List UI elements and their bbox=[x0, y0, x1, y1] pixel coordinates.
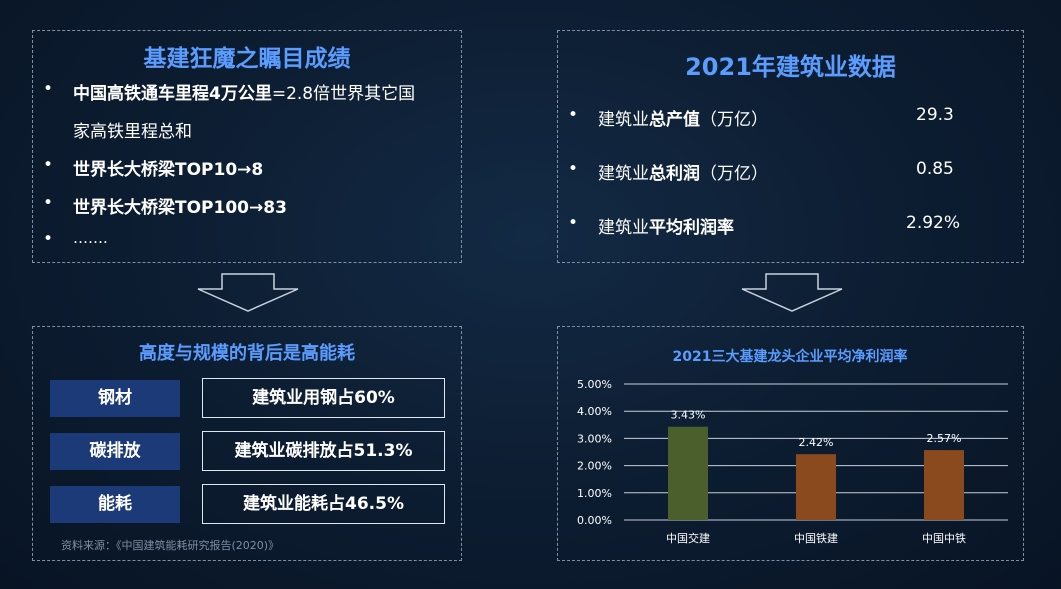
source-note: 资料来源：《中国建筑能耗研究报告(2020)》 bbox=[61, 539, 280, 552]
item-text: ……. bbox=[73, 229, 108, 247]
row-bold: 平均利润率 bbox=[649, 218, 734, 238]
row-suffix: （万亿） bbox=[700, 110, 768, 130]
value-steel: 建筑业用钢占60% bbox=[202, 378, 445, 418]
achievements-panel: 基建狂魔之瞩目成绩 • 中国高铁通车里程4万公里=2.8倍世界其它国 家高铁里程… bbox=[32, 30, 462, 263]
down-arrow-icon bbox=[741, 273, 843, 312]
chart-panel: 2021三大基建龙头企业平均净利润率 0.00% 1.00% 2.00% 3.00% 4… bbox=[557, 326, 1024, 561]
item-bold: 世界长大桥梁TOP10→8 bbox=[73, 160, 264, 180]
bar bbox=[924, 450, 964, 520]
achievements-title: 基建狂魔之瞩目成绩 bbox=[143, 46, 351, 72]
row-value: 29.3 bbox=[916, 105, 954, 125]
chart-x-axis: 中国交建 中国铁建 中国中铁 bbox=[666, 531, 966, 545]
x-tick-label: 中国铁建 bbox=[794, 531, 838, 545]
bullet-icon: • bbox=[568, 213, 579, 233]
energy-title: 高度与规模的背后是高能耗 bbox=[139, 343, 355, 364]
data-label: 2.57% bbox=[927, 432, 962, 445]
y-tick-label: 3.00% bbox=[577, 432, 612, 445]
label-energy: 能耗 bbox=[50, 486, 180, 523]
chart-bars: 3.43% 2.42% 2.57% bbox=[668, 409, 964, 520]
row-prefix: 建筑业 bbox=[598, 218, 649, 238]
bullet-icon: • bbox=[568, 159, 579, 179]
data-label: 3.43% bbox=[671, 409, 706, 422]
row-value: 2.92% bbox=[906, 213, 961, 233]
y-tick-label: 5.00% bbox=[577, 378, 612, 391]
bullet-icon: • bbox=[568, 105, 579, 125]
item-bold: 中国高铁通车里程4万公里 bbox=[73, 84, 272, 104]
bullet-icon: • bbox=[43, 155, 54, 175]
label-carbon: 碳排放 bbox=[50, 433, 180, 470]
item-text: =2.8倍世界其它国 bbox=[271, 84, 416, 104]
value-energy: 建筑业能耗占46.5% bbox=[202, 484, 445, 524]
value-carbon: 建筑业碳排放占51.3% bbox=[202, 431, 445, 471]
data-label: 2.42% bbox=[799, 436, 834, 449]
bullet-icon: • bbox=[43, 193, 54, 213]
row-bold: 总产值 bbox=[649, 110, 700, 130]
y-tick-label: 2.00% bbox=[577, 460, 612, 473]
down-arrow-icon bbox=[197, 273, 299, 312]
row-value: 0.85 bbox=[916, 159, 954, 179]
x-tick-label: 中国中铁 bbox=[922, 532, 966, 545]
profit-rate-bar-chart: 2021三大基建龙头企业平均净利润率 0.00% 1.00% 2.00% 3.00% 4… bbox=[577, 348, 1008, 545]
bullet-icon: • bbox=[43, 229, 54, 249]
row-bold: 总利润 bbox=[649, 164, 700, 184]
y-tick-label: 1.00% bbox=[577, 487, 612, 500]
construction-data-panel: 2021年建筑业数据 • 建筑业总产值（万亿） 29.3 • 建筑业总利润（万亿… bbox=[557, 30, 1024, 263]
bar bbox=[796, 454, 836, 520]
item-text: 家高铁里程总和 bbox=[73, 122, 192, 142]
chart-title: 2021三大基建龙头企业平均净利润率 bbox=[673, 348, 908, 365]
label-steel: 钢材 bbox=[50, 380, 180, 417]
bullet-icon: • bbox=[43, 79, 54, 99]
row-prefix: 建筑业 bbox=[598, 164, 649, 184]
chart-y-axis: 0.00% 1.00% 2.00% 3.00% 4.00% 5.00% bbox=[577, 378, 612, 527]
x-tick-label: 中国交建 bbox=[666, 531, 710, 545]
y-tick-label: 4.00% bbox=[577, 405, 612, 418]
item-bold: 世界长大桥梁TOP100→83 bbox=[73, 198, 287, 218]
row-suffix: （万亿） bbox=[700, 164, 768, 184]
energy-panel: 高度与规模的背后是高能耗 钢材 建筑业用钢占60% 碳排放 建筑业碳排放占51.… bbox=[32, 326, 462, 561]
y-tick-label: 0.00% bbox=[577, 514, 612, 527]
bar bbox=[668, 426, 708, 520]
construction-data-title: 2021年建筑业数据 bbox=[685, 53, 896, 81]
list-item-continuation: 家高铁里程总和 bbox=[73, 117, 192, 142]
row-prefix: 建筑业 bbox=[598, 110, 649, 130]
